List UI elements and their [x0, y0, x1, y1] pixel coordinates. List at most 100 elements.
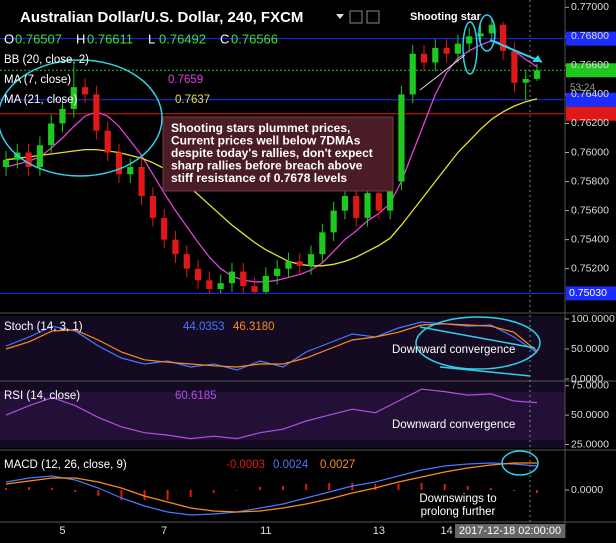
dropdown-icon	[336, 14, 344, 19]
arrowhead	[532, 55, 542, 62]
legend-reading: 60.6185	[175, 390, 217, 402]
y-tick-label: 100.0000	[571, 313, 615, 325]
histogram-bar	[512, 490, 515, 491]
y-tick-label: 50.0000	[571, 409, 609, 421]
candle-body	[2, 159, 10, 168]
candle-body	[93, 94, 100, 131]
note-line: despite today's rallies, don't expect	[171, 146, 373, 160]
x-tick-label: 14	[440, 525, 452, 537]
histogram-bar	[120, 490, 123, 500]
candle-body	[420, 53, 428, 63]
histogram-bar	[189, 490, 192, 497]
legend-reading: -0.0003	[226, 459, 265, 471]
y-tick-label: 0.76200	[571, 117, 609, 129]
candle-body	[398, 94, 405, 182]
trendline	[419, 326, 536, 349]
histogram-bar	[305, 484, 308, 490]
x-tick-label: 5	[59, 525, 65, 537]
candle-body	[443, 47, 450, 54]
histogram-bar	[143, 490, 146, 500]
histogram-bar	[97, 490, 100, 496]
highlight	[462, 21, 478, 75]
histogram-bar	[282, 486, 285, 490]
y-tick-label: 0.0000	[571, 373, 603, 385]
histogram-bar	[212, 490, 215, 493]
macd-line	[5, 462, 537, 513]
texts: 0.77000 0.76800 0.76600 0.76400 0.76200 0.760…	[4, 1, 615, 537]
note-line: sharp rallies before breach above	[171, 159, 363, 173]
settings-icon	[366, 10, 380, 24]
note-line: Shooting stars plummet prices,	[171, 121, 350, 135]
legend-name: BB (20, close, 2)	[4, 54, 89, 66]
histogram-bar	[328, 483, 331, 490]
candle-body	[511, 50, 518, 83]
arrow	[489, 39, 543, 63]
candle-body	[330, 210, 337, 233]
highlight	[478, 14, 496, 52]
y-tick-label: 0.77000	[571, 1, 609, 13]
candle-body	[364, 193, 371, 218]
histogram-bar	[489, 488, 492, 490]
annotation: Downswings to	[419, 493, 496, 505]
candle-body	[194, 268, 202, 281]
candle-body	[206, 280, 213, 290]
crosshair-time: 2017-12-18 02:00:00	[459, 525, 561, 537]
x-tick-label: 11	[260, 525, 271, 537]
legend-reading: 44.0353	[183, 321, 225, 333]
price-marker-box	[566, 63, 616, 78]
candle-body	[48, 123, 55, 146]
candle-body	[432, 47, 439, 63]
candle-body	[466, 36, 473, 44]
y-tick-label: 0.75800	[571, 175, 609, 187]
candle-body	[353, 196, 360, 218]
candle-body	[522, 78, 529, 83]
candle-body	[81, 87, 89, 95]
ohlc-value: 0.76566	[231, 31, 278, 46]
histogram-bar	[466, 486, 469, 490]
highlight	[501, 450, 539, 476]
ohlc-value: 0.76507	[15, 31, 62, 46]
y-tick-label: 75.0000	[571, 379, 609, 391]
ohlc-key: C	[220, 31, 229, 46]
highlight	[415, 316, 541, 370]
y-tick-label: 0.75400	[571, 233, 609, 245]
y-tick-label: 0.0000	[571, 484, 603, 496]
trendline	[419, 54, 466, 91]
candle-body	[477, 33, 484, 37]
ohlc-key: O	[4, 31, 14, 46]
trendline	[439, 366, 531, 377]
ohlc-value: 0.76492	[159, 31, 206, 46]
y-tick-label: 0.75600	[571, 204, 609, 216]
panel-title: RSI (14, close)	[4, 390, 80, 402]
price-marker-box	[566, 106, 616, 121]
candle-body	[499, 24, 507, 51]
y-tick-label: 0.76000	[571, 146, 609, 158]
legend-reading: 0.7659	[168, 74, 203, 86]
candle-body	[127, 167, 134, 175]
highlight	[0, 59, 163, 177]
legend-reading: 0.0027	[320, 459, 355, 471]
candle-body	[307, 254, 315, 266]
candle-body	[59, 108, 66, 124]
candle-body	[25, 152, 32, 168]
candle-body	[262, 275, 269, 292]
rsi-band	[0, 392, 565, 440]
candle-body	[319, 232, 326, 255]
note-line: stiff resistance of 0.7678 levels	[171, 171, 347, 185]
candle-body	[183, 254, 190, 269]
ma-line	[5, 98, 538, 267]
histogram-bar	[28, 487, 31, 490]
panel-title: Stoch (14, 3, 1)	[4, 321, 83, 333]
histogram-bar	[51, 488, 54, 490]
y-tick-label: 0.76400	[571, 88, 609, 100]
y-tick-label: 0.75200	[571, 262, 609, 274]
legend-name: MA (7, close)	[4, 74, 71, 86]
candle-body	[387, 181, 394, 211]
price-marker-label: 0.75030	[569, 287, 607, 299]
legend-reading: 0.0024	[273, 459, 309, 471]
candle-body	[217, 283, 224, 290]
indicator-line	[5, 323, 538, 368]
y-tick-label: 0.76600	[571, 59, 609, 71]
